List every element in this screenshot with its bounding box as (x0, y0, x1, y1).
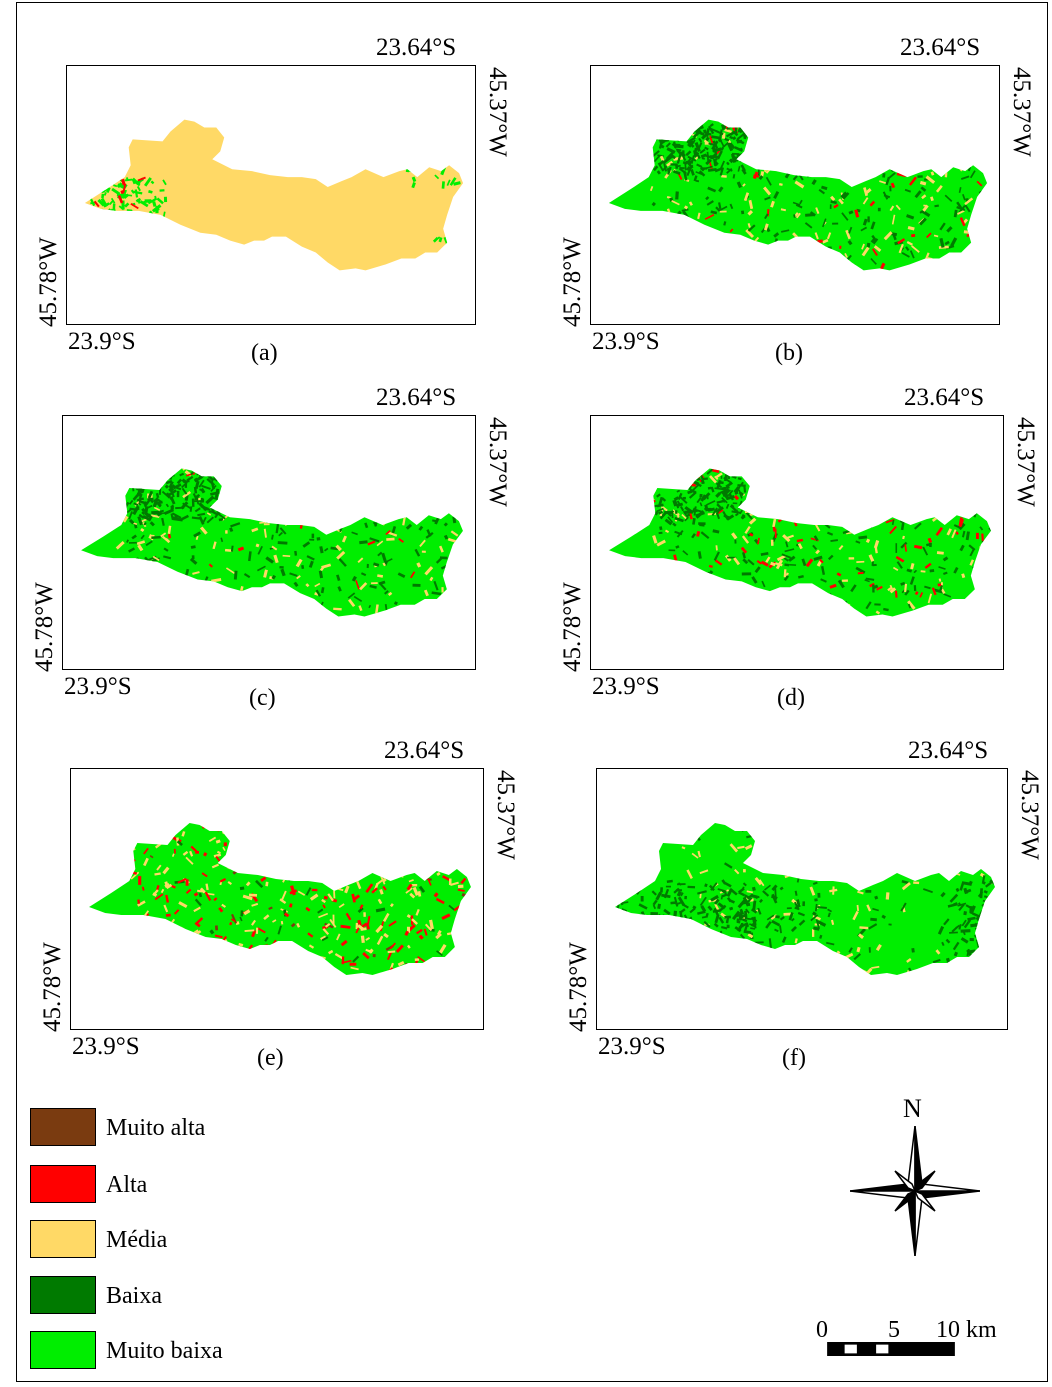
study-area-polygon (615, 823, 995, 975)
scale-label-0: 0 (816, 1317, 828, 1343)
lon-right-label: 45.37°W (1012, 417, 1039, 507)
legend-swatch (30, 1165, 96, 1203)
legend-label: Muito baixa (106, 1338, 223, 1364)
legend-swatch (30, 1331, 96, 1369)
scale-bar-graphic (827, 1342, 955, 1356)
map-frame (62, 415, 476, 670)
lat-top-label: 23.64°S (384, 737, 465, 764)
lon-right-label: 45.37°W (484, 417, 511, 507)
panel-caption: (b) (775, 340, 803, 366)
legend-swatch (30, 1276, 96, 1314)
map-frame (590, 415, 1004, 670)
compass-rose-icon (850, 1126, 980, 1256)
legend-label: Alta (106, 1172, 148, 1198)
lon-right-label: 45.37°W (492, 770, 519, 860)
lon-left-label: 45.78°W (39, 942, 66, 1032)
lat-top-label: 23.64°S (908, 737, 989, 764)
study-area-polygon (89, 823, 471, 975)
lon-left-label: 45.78°W (565, 942, 592, 1032)
north-label: N (903, 1094, 922, 1123)
figure-frame (16, 2, 1048, 1382)
lon-left-label: 45.78°W (559, 237, 586, 327)
lon-left-label: 45.78°W (559, 582, 586, 672)
lat-top-label: 23.64°S (376, 384, 457, 411)
map-svg (608, 119, 988, 271)
map-frame (596, 768, 1008, 1030)
lat-top-label: 23.64°S (376, 34, 457, 61)
map-svg (89, 823, 471, 975)
legend-swatch (30, 1108, 96, 1146)
lat-bottom-label: 23.9°S (68, 328, 136, 355)
lat-bottom-label: 23.9°S (592, 673, 660, 700)
legend-label: Muito alta (106, 1115, 206, 1141)
legend-swatch (30, 1220, 96, 1258)
lon-left-label: 45.78°W (31, 582, 58, 672)
lat-bottom-label: 23.9°S (598, 1033, 666, 1060)
map-frame (590, 65, 1000, 325)
scale-label-5: 5 (888, 1317, 900, 1343)
study-area-polygon (609, 468, 991, 617)
lon-right-label: 45.37°W (484, 67, 511, 157)
map-frame (70, 768, 484, 1030)
panel-caption: (f) (782, 1045, 806, 1071)
study-area-polygon (608, 119, 988, 271)
lon-left-label: 45.78°W (35, 237, 62, 327)
legend-label: Baixa (106, 1283, 162, 1309)
lat-bottom-label: 23.9°S (592, 328, 660, 355)
lat-top-label: 23.64°S (904, 384, 985, 411)
map-svg (84, 119, 464, 271)
study-area-polygon (84, 119, 464, 271)
panel-caption: (e) (257, 1045, 284, 1071)
lon-right-label: 45.37°W (1008, 67, 1035, 157)
panel-caption: (a) (251, 340, 278, 366)
map-svg (609, 468, 991, 617)
lat-top-label: 23.64°S (900, 34, 981, 61)
panel-caption: (c) (249, 685, 276, 711)
map-svg (81, 468, 463, 617)
north-arrow: N (850, 1096, 980, 1256)
scale-label-10: 10 km (936, 1317, 997, 1343)
lat-bottom-label: 23.9°S (72, 1033, 140, 1060)
lat-bottom-label: 23.9°S (64, 673, 132, 700)
legend-label: Média (106, 1227, 168, 1253)
study-area-polygon (81, 468, 463, 617)
map-frame (66, 65, 476, 325)
panel-caption: (d) (777, 685, 805, 711)
map-svg (615, 823, 995, 975)
lon-right-label: 45.37°W (1016, 770, 1043, 860)
